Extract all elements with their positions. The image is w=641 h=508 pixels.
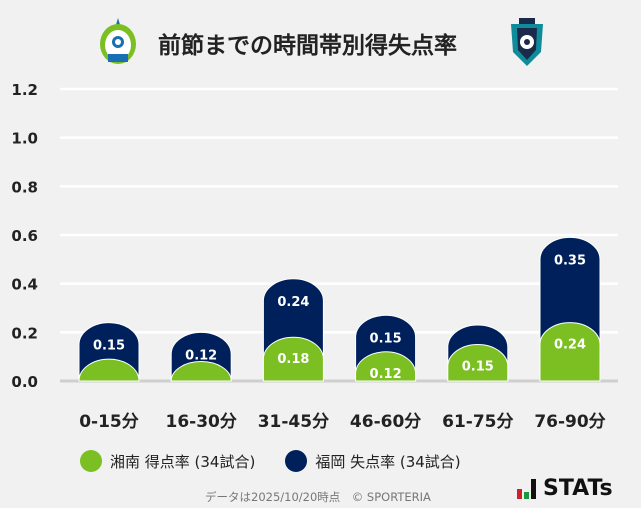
avispa-crest-logo	[505, 14, 549, 74]
bar-home-segment	[447, 344, 509, 382]
stats-brand-name: STATs	[543, 476, 613, 501]
x-tick-label: 31-45分	[258, 412, 329, 432]
x-tick-label: 76-90分	[534, 412, 605, 432]
legend-label-home: 湘南 得点率 (34試合)	[110, 452, 256, 471]
y-tick-label: 1.2	[11, 81, 38, 99]
stats-brand-logo: STATs	[517, 476, 613, 501]
stacked-bar-chart: 0.0 0.2 0.4 0.6 0.8 1.0 1.2 0.15 0-15分 0.12 16-30分…	[11, 81, 618, 432]
data-label-home: 0.24	[554, 338, 586, 353]
bar-home-segment	[78, 358, 140, 382]
legend: 湘南 得点率 (34試合) 福岡 失点率 (34試合)	[80, 450, 491, 472]
shonan-crest-logo	[98, 16, 138, 72]
legend-swatch-away	[285, 450, 308, 472]
data-label-away: 0.24	[277, 295, 309, 310]
footer-note: データは2025/10/20時点 © SPORTERIA	[205, 490, 431, 504]
stats-bars-icon	[517, 478, 536, 499]
bar-home-segment	[355, 351, 417, 382]
data-label-away: 0.15	[93, 339, 125, 354]
legend-swatch-home	[80, 450, 102, 472]
data-label-home: 0.15	[462, 360, 494, 375]
y-tick-label: 1.0	[11, 130, 38, 148]
bar-home-segment	[262, 336, 324, 382]
data-label-home: 0.12	[370, 367, 402, 382]
legend-item-home: 湘南 得点率 (34試合)	[80, 450, 255, 472]
x-tick-label: 16-30分	[166, 412, 237, 432]
data-label-away: 0.12	[185, 348, 217, 363]
x-tick-label: 46-60分	[350, 412, 421, 432]
chart-title: 前節までの時間帯別得失点率	[158, 33, 457, 59]
x-tick-label: 0-15分	[79, 412, 139, 432]
y-tick-label: 0.4	[11, 276, 38, 294]
y-tick-label: 0.8	[11, 178, 38, 196]
legend-item-away: 福岡 失点率 (34試合)	[285, 450, 461, 472]
bar-home-segment	[539, 322, 601, 382]
y-tick-label: 0.2	[11, 324, 38, 342]
x-tick-label: 61-75分	[442, 412, 513, 432]
data-label-away: 0.35	[554, 253, 586, 268]
data-label-home: 0.18	[277, 352, 309, 367]
y-tick-label: 0.0	[11, 373, 38, 391]
y-tick-label: 0.6	[11, 227, 38, 245]
legend-label-away: 福岡 失点率 (34試合)	[315, 452, 461, 471]
bar-home-segment	[170, 361, 232, 382]
data-label-away: 0.15	[370, 331, 402, 346]
